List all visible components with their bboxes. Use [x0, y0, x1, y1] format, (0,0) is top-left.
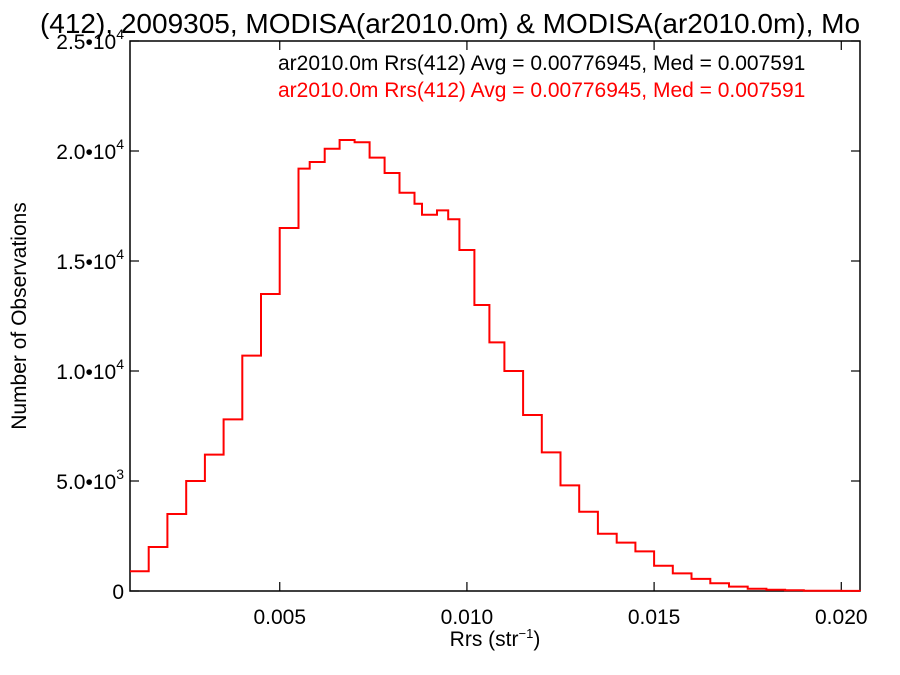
- y-tick-label: 5.0•103: [56, 466, 124, 494]
- y-tick-label: 0: [112, 581, 124, 604]
- y-tick-label: 2.5•104: [56, 26, 124, 54]
- y-tick-label: 1.0•104: [56, 356, 124, 384]
- x-tick-label: 0.010: [441, 606, 494, 629]
- y-axis-label: Number of Observations: [8, 202, 31, 430]
- legend: ar2010.0m Rrs(412) Avg = 0.00776945, Med…: [278, 52, 805, 102]
- x-axis-label-close: ): [533, 628, 540, 651]
- chart-title: (412), 2009305, MODISA(ar2010.0m) & MODI…: [40, 8, 860, 39]
- x-tick-label: 0.005: [253, 606, 306, 629]
- plot-frame: [129, 40, 861, 592]
- y-tick-label: 2.0•104: [56, 136, 124, 164]
- x-axis-label-superscript: −1: [519, 626, 534, 641]
- legend-entry-black: ar2010.0m Rrs(412) Avg = 0.00776945, Med…: [278, 52, 805, 75]
- x-tick-label: 0.015: [628, 606, 681, 629]
- x-axis-label: Rrs (str−1): [450, 626, 541, 651]
- histogram-series-line: [130, 139, 861, 592]
- y-tick-label: 1.5•104: [56, 246, 124, 274]
- x-axis-label-text: Rrs (str: [450, 628, 519, 651]
- x-axis: 0.005 0.010 0.015 0.020: [253, 41, 868, 629]
- series-layer: [130, 139, 861, 592]
- x-tick-label: 0.020: [815, 606, 868, 629]
- legend-entry-red: ar2010.0m Rrs(412) Avg = 0.00776945, Med…: [278, 79, 805, 102]
- y-axis: 0 5.0•103 1.0•104 1.5•104 2.0•104 2.5•104: [56, 26, 860, 604]
